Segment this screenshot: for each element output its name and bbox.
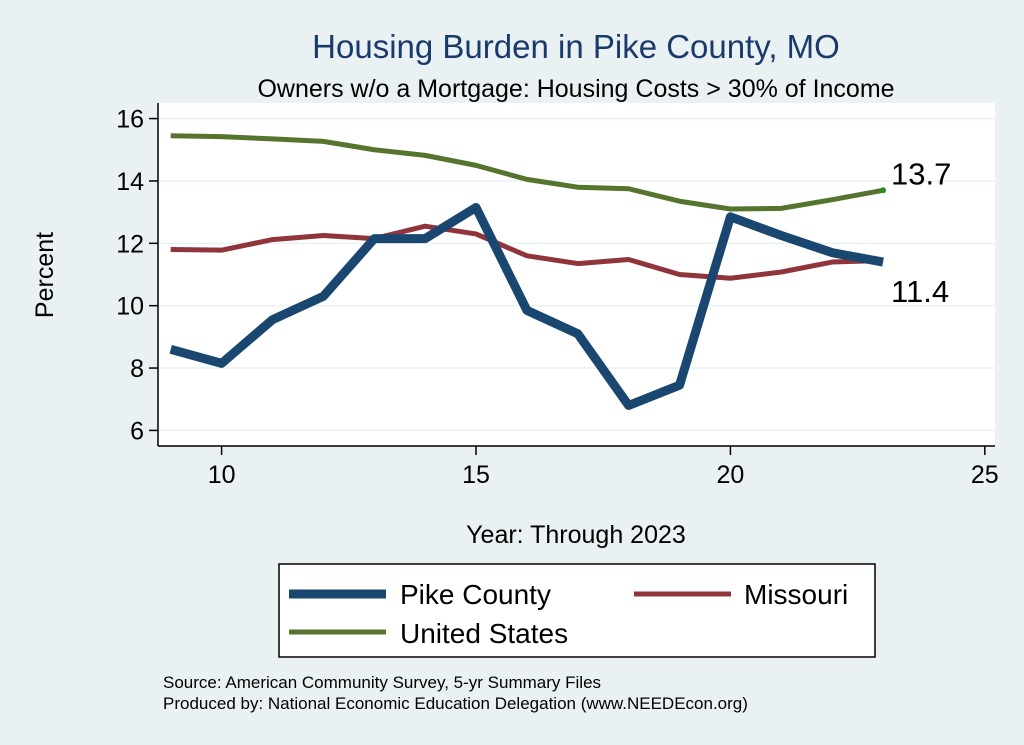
y-tick-label-12: 12: [116, 230, 144, 258]
y-tick-label-14: 14: [116, 168, 144, 196]
y-axis-label: Percent: [31, 232, 59, 318]
chart-subtitle: Owners w/o a Mortgage: Housing Costs > 3…: [257, 75, 894, 103]
legend-box: [278, 563, 876, 658]
series-layer: [169, 133, 887, 410]
x-tick-label-20: 20: [717, 461, 745, 489]
end-label-us: 13.7: [891, 156, 951, 191]
us-end-marker: [880, 187, 887, 194]
y-tick-label-6: 6: [130, 417, 144, 445]
end-labels: 13.7 11.4: [891, 156, 951, 309]
y-tick-label-10: 10: [116, 293, 144, 321]
y-tick-label-16: 16: [116, 106, 144, 134]
x-axis-label: Year: Through 2023: [466, 521, 686, 549]
x-tick-label-15: 15: [462, 461, 490, 489]
source-line-1: Source: American Community Survey, 5-yr …: [163, 673, 601, 692]
legend-label-us: United States: [400, 618, 568, 649]
y-tick-label-8: 8: [130, 355, 144, 383]
plot-area: [158, 103, 995, 446]
legend-label-missouri: Missouri: [744, 579, 848, 610]
legend: Pike County Missouri United States: [278, 563, 876, 658]
chart-title: Housing Burden in Pike County, MO: [312, 28, 840, 65]
source-line-2: Produced by: National Economic Education…: [163, 694, 748, 713]
axes: [157, 103, 995, 447]
tick-labels: 6 8 10 12 14 16 10 15 20 25: [116, 106, 999, 489]
x-tick-label-25: 25: [971, 461, 999, 489]
x-tick-label-10: 10: [208, 461, 236, 489]
legend-label-pike: Pike County: [400, 579, 551, 610]
end-label-pike: 11.4: [891, 274, 949, 309]
